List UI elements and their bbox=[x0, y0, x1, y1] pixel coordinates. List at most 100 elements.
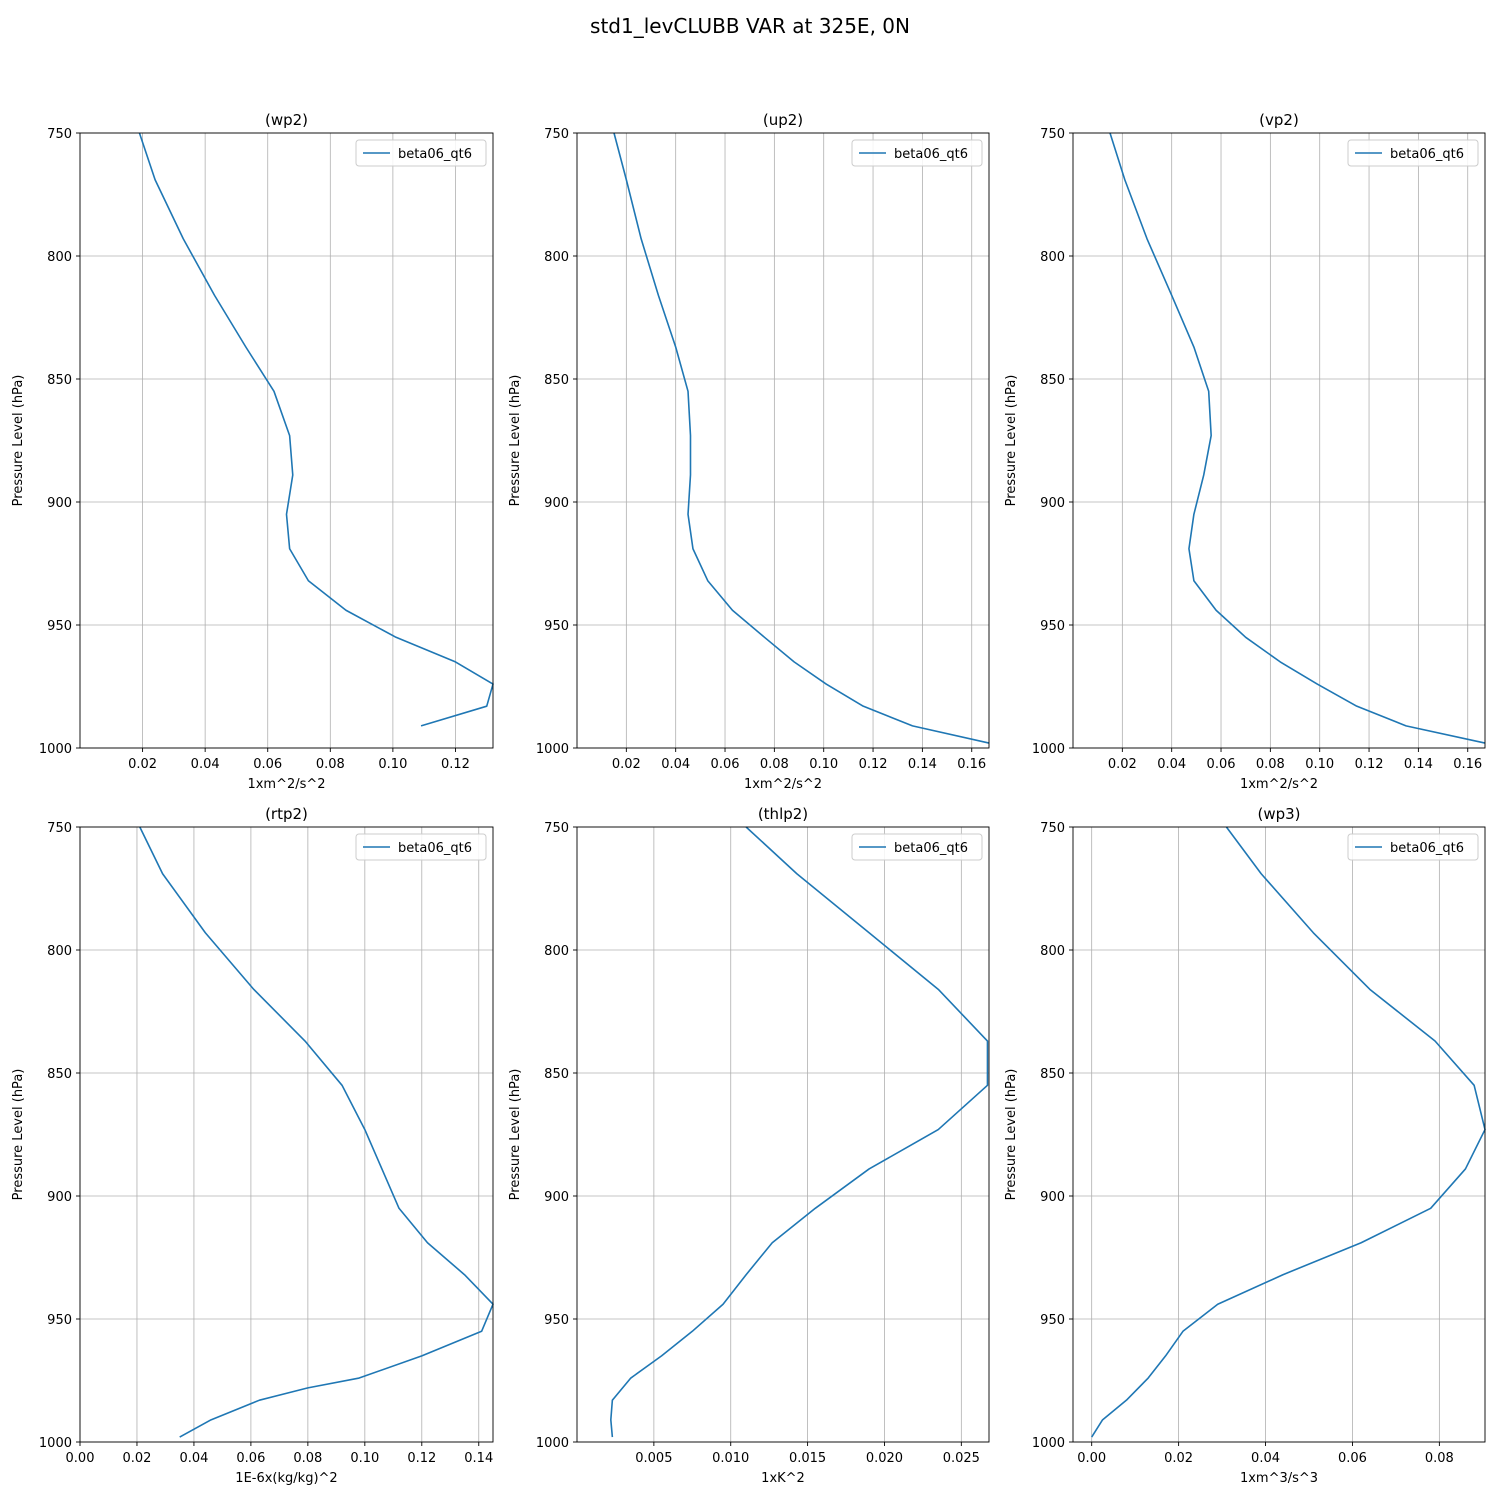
x-tick-label: 0.010 bbox=[712, 1451, 749, 1466]
y-tick-label: 850 bbox=[1040, 373, 1065, 388]
y-tick-label: 900 bbox=[544, 496, 569, 511]
y-tick-label: 900 bbox=[1040, 1190, 1065, 1205]
y-tick-label: 900 bbox=[47, 1190, 72, 1205]
subplot-rtp2: 0.00 0.02 0.04 0.06 0.08 0.10 0.12 0.14 750 800 85… bbox=[11, 805, 494, 1486]
subplot-up2: 0.02 0.04 0.06 0.08 0.10 0.12 0.14 0.16 750 800 85… bbox=[508, 111, 990, 792]
x-tick-label: 0.025 bbox=[943, 1451, 980, 1466]
x-tick-label: 0.08 bbox=[1256, 757, 1285, 772]
y-tick-label: 1000 bbox=[536, 742, 569, 757]
legend-label: beta06_qt6 bbox=[398, 841, 472, 856]
x-tick-label: 0.06 bbox=[236, 1451, 265, 1466]
x-tick-label: 0.04 bbox=[1157, 757, 1186, 772]
figure-title: std1_levCLUBB VAR at 325E, 0N bbox=[590, 14, 910, 38]
y-tick-label: 1000 bbox=[1032, 1436, 1065, 1451]
series-line-beta06_qt6 bbox=[1091, 826, 1486, 1438]
y-tick-label: 1000 bbox=[536, 1436, 569, 1451]
legend-label: beta06_qt6 bbox=[894, 841, 968, 856]
legend-label: beta06_qt6 bbox=[398, 147, 472, 162]
x-tick-label: 0.02 bbox=[1108, 757, 1137, 772]
series-line-beta06_qt6 bbox=[613, 132, 990, 744]
y-tick-label: 900 bbox=[1040, 496, 1065, 511]
legend-label: beta06_qt6 bbox=[894, 147, 968, 162]
y-axis-label: Pressure Level (hPa) bbox=[508, 375, 523, 507]
legend: beta06_qt6 bbox=[355, 833, 487, 861]
x-tick-label: 0.14 bbox=[908, 757, 937, 772]
y-tick-label: 950 bbox=[47, 619, 72, 634]
plot-frame bbox=[1072, 132, 1486, 749]
plot-frame bbox=[79, 132, 494, 749]
y-tick-label: 750 bbox=[1040, 127, 1065, 142]
y-tick-label: 850 bbox=[47, 1067, 72, 1082]
y-tick-label: 950 bbox=[544, 619, 569, 634]
subplot-title: (rtp2) bbox=[265, 805, 308, 823]
legend: beta06_qt6 bbox=[851, 833, 983, 861]
x-tick-label: 0.02 bbox=[612, 757, 641, 772]
y-tick-label: 950 bbox=[1040, 619, 1065, 634]
legend-box bbox=[1347, 139, 1479, 167]
y-tick-label: 800 bbox=[544, 944, 569, 959]
y-tick-label: 800 bbox=[1040, 250, 1065, 265]
legend: beta06_qt6 bbox=[1347, 139, 1479, 167]
y-axis-label: Pressure Level (hPa) bbox=[1004, 375, 1019, 507]
legend: beta06_qt6 bbox=[851, 139, 983, 167]
x-tick-label: 0.14 bbox=[1404, 757, 1433, 772]
x-tick-label: 0.06 bbox=[1338, 1451, 1367, 1466]
y-tick-label: 950 bbox=[544, 1313, 569, 1328]
y-tick-label: 850 bbox=[1040, 1067, 1065, 1082]
x-tick-label: 0.04 bbox=[661, 757, 690, 772]
y-tick-label: 1000 bbox=[39, 1436, 72, 1451]
y-tick-label: 950 bbox=[47, 1313, 72, 1328]
x-tick-label: 0.005 bbox=[635, 1451, 672, 1466]
series-line-beta06_qt6 bbox=[610, 826, 989, 1438]
legend-box bbox=[851, 139, 983, 167]
y-tick-label: 750 bbox=[47, 821, 72, 836]
x-tick-label: 0.08 bbox=[293, 1451, 322, 1466]
x-tick-label: 0.08 bbox=[760, 757, 789, 772]
x-axis-label: 1xm^2/s^2 bbox=[1240, 777, 1318, 792]
y-tick-label: 800 bbox=[47, 944, 72, 959]
series-line-beta06_qt6 bbox=[139, 826, 494, 1438]
x-axis-label: 1xm^2/s^2 bbox=[744, 777, 822, 792]
x-tick-label: 0.06 bbox=[1207, 757, 1236, 772]
y-tick-label: 1000 bbox=[39, 742, 72, 757]
y-tick-label: 850 bbox=[47, 373, 72, 388]
plot-frame bbox=[79, 826, 494, 1443]
x-tick-label: 0.02 bbox=[122, 1451, 151, 1466]
x-tick-label: 0.020 bbox=[866, 1451, 903, 1466]
subplot-wp3: 0.00 0.02 0.04 0.06 0.08 750 800 850 900 950 1000 (… bbox=[1004, 805, 1486, 1486]
y-tick-label: 800 bbox=[544, 250, 569, 265]
x-tick-label: 0.08 bbox=[316, 757, 345, 772]
plot-frame bbox=[576, 826, 990, 1443]
x-tick-label: 0.10 bbox=[809, 757, 838, 772]
x-axis-label: 1xm^3/s^3 bbox=[1240, 1471, 1318, 1486]
y-tick-label: 750 bbox=[1040, 821, 1065, 836]
y-tick-label: 850 bbox=[544, 1067, 569, 1082]
y-tick-label: 800 bbox=[1040, 944, 1065, 959]
x-tick-label: 0.10 bbox=[1305, 757, 1334, 772]
x-tick-label: 0.16 bbox=[957, 757, 986, 772]
y-axis-label: Pressure Level (hPa) bbox=[11, 375, 26, 507]
legend-label: beta06_qt6 bbox=[1390, 841, 1464, 856]
x-tick-label: 0.04 bbox=[179, 1451, 208, 1466]
subplot-title: (thlp2) bbox=[758, 805, 808, 823]
subplot-vp2: 0.02 0.04 0.06 0.08 0.10 0.12 0.14 0.16 750 800 85… bbox=[1004, 111, 1486, 792]
series-line-beta06_qt6 bbox=[138, 132, 494, 727]
legend-label: beta06_qt6 bbox=[1390, 147, 1464, 162]
x-tick-label: 0.12 bbox=[407, 1451, 436, 1466]
x-tick-label: 0.12 bbox=[441, 757, 470, 772]
legend: beta06_qt6 bbox=[355, 139, 487, 167]
subplot-title: (vp2) bbox=[1259, 111, 1299, 129]
y-tick-label: 900 bbox=[544, 1190, 569, 1205]
y-tick-label: 800 bbox=[47, 250, 72, 265]
y-tick-label: 900 bbox=[47, 496, 72, 511]
x-tick-label: 0.06 bbox=[711, 757, 740, 772]
y-axis-label: Pressure Level (hPa) bbox=[1004, 1069, 1019, 1201]
x-axis-label: 1xK^2 bbox=[761, 1471, 805, 1486]
legend-box bbox=[1347, 833, 1479, 861]
x-tick-label: 0.16 bbox=[1453, 757, 1482, 772]
y-axis-label: Pressure Level (hPa) bbox=[11, 1069, 26, 1201]
x-tick-label: 0.04 bbox=[1251, 1451, 1280, 1466]
x-tick-label: 0.12 bbox=[1355, 757, 1384, 772]
x-tick-label: 0.10 bbox=[350, 1451, 379, 1466]
